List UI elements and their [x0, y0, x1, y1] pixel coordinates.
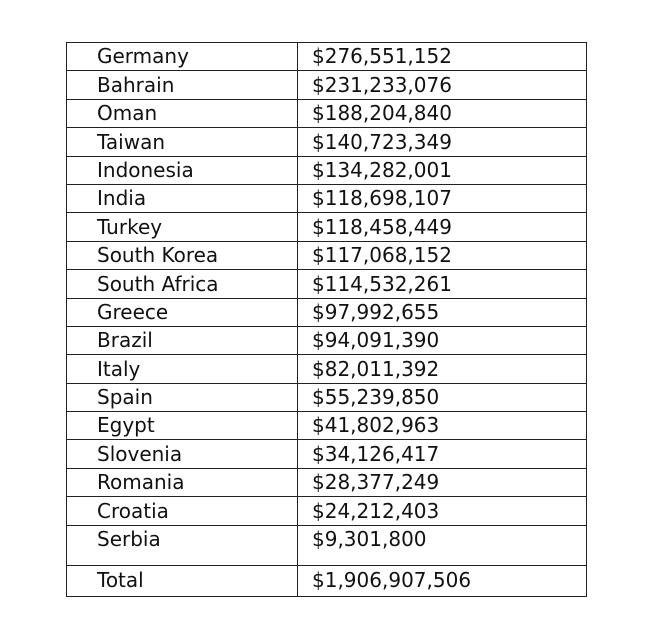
amount-cell: $118,698,107	[297, 183, 587, 214]
country-cell: Romania	[66, 467, 298, 498]
table-row: Croatia $24,212,403	[66, 496, 587, 526]
country-cell: South Korea	[66, 240, 298, 271]
country-cell: Brazil	[66, 325, 298, 356]
total-row: Total $1,906,907,506	[66, 564, 587, 597]
table-row: Slovenia $34,126,417	[66, 439, 587, 469]
table-row: Indonesia $134,282,001	[66, 155, 587, 185]
table-row: Italy $82,011,392	[66, 354, 587, 384]
country-cell: Serbia	[66, 524, 298, 566]
amount-cell: $276,551,152	[297, 41, 587, 72]
table-row: Turkey $118,458,449	[66, 212, 587, 242]
table-row: Serbia $9,301,800	[66, 524, 587, 566]
country-cell: Spain	[66, 382, 298, 413]
table-row: South Korea $117,068,152	[66, 240, 587, 271]
table-row: Oman $188,204,840	[66, 98, 587, 129]
amount-cell: $188,204,840	[297, 98, 587, 129]
amount-cell: $118,458,449	[297, 212, 587, 242]
total-label: Total	[66, 564, 298, 597]
table-row: India $118,698,107	[66, 183, 587, 214]
country-cell: Indonesia	[66, 155, 298, 185]
amount-cell: $24,212,403	[297, 496, 587, 526]
country-cell: Oman	[66, 98, 298, 129]
table-row: Greece $97,992,655	[66, 297, 587, 327]
country-cell: South Africa	[66, 269, 298, 299]
amount-cell: $82,011,392	[297, 354, 587, 384]
country-cell: Egypt	[66, 411, 298, 441]
country-cell: Croatia	[66, 496, 298, 526]
country-cell: Germany	[66, 41, 298, 72]
table-row: Spain $55,239,850	[66, 382, 587, 413]
amount-cell: $34,126,417	[297, 439, 587, 469]
table-body: Germany $276,551,152 Bahrain $231,233,076 Om…	[66, 41, 587, 597]
country-cell: India	[66, 183, 298, 214]
table-row: Brazil $94,091,390	[66, 325, 587, 356]
amount-cell: $140,723,349	[297, 127, 587, 157]
amount-cell: $55,239,850	[297, 382, 587, 413]
amount-cell: $41,802,963	[297, 411, 587, 441]
country-cell: Greece	[66, 297, 298, 327]
revenue-table: Germany $276,551,152 Bahrain $231,233,076 Om…	[66, 41, 587, 597]
amount-cell: $134,282,001	[297, 155, 587, 185]
total-amount: $1,906,907,506	[297, 564, 587, 597]
table-row: Taiwan $140,723,349	[66, 127, 587, 157]
amount-cell: $94,091,390	[297, 325, 587, 356]
table-row: South Africa $114,532,261	[66, 269, 587, 299]
country-cell: Slovenia	[66, 439, 298, 469]
amount-cell: $231,233,076	[297, 70, 587, 100]
amount-cell: $117,068,152	[297, 240, 587, 271]
table-row: Egypt $41,802,963	[66, 411, 587, 441]
table-row: Germany $276,551,152	[66, 41, 587, 72]
table-row: Romania $28,377,249	[66, 467, 587, 498]
amount-cell: $97,992,655	[297, 297, 587, 327]
country-cell: Turkey	[66, 212, 298, 242]
table-row: Bahrain $231,233,076	[66, 70, 587, 100]
amount-cell: $28,377,249	[297, 467, 587, 498]
amount-cell: $114,532,261	[297, 269, 587, 299]
country-cell: Italy	[66, 354, 298, 384]
amount-cell: $9,301,800	[297, 524, 587, 566]
country-cell: Taiwan	[66, 127, 298, 157]
country-cell: Bahrain	[66, 70, 298, 100]
